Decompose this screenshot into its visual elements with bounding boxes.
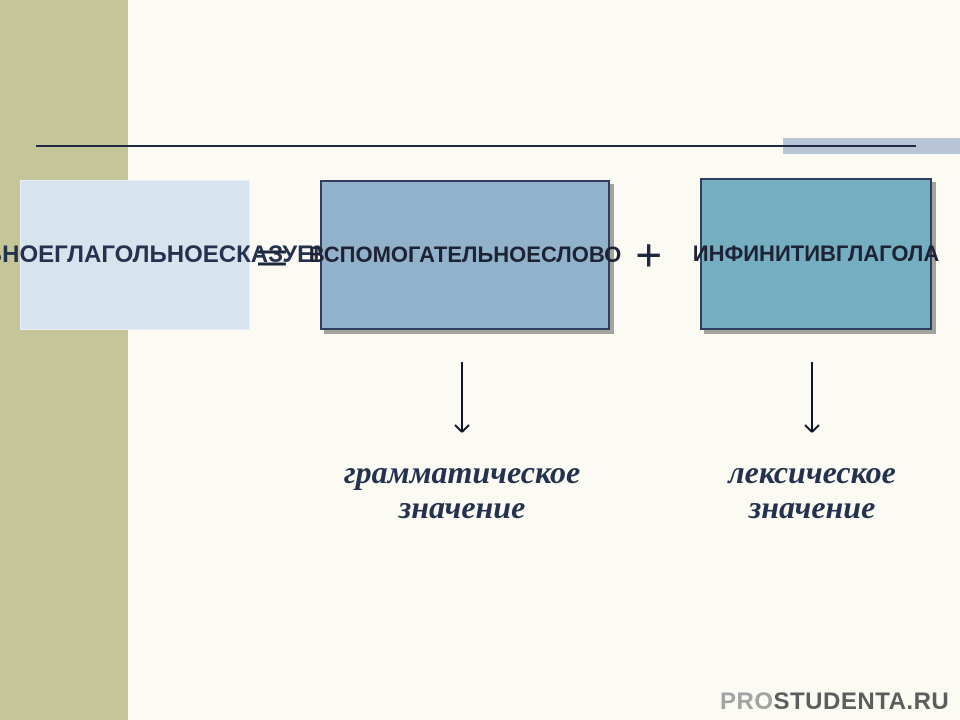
arrow-down-left: [452, 360, 472, 441]
label-line: значение: [292, 490, 632, 525]
box-compound-verbal-predicate: СОСТАВНОЕГЛАГОЛЬНОЕСКАЗУЕМОЕ: [20, 180, 250, 330]
equals-operator: =: [255, 224, 289, 293]
label-line: лексическое: [662, 455, 960, 490]
label-line: значение: [662, 490, 960, 525]
left-sidebar-band: [0, 0, 128, 720]
plus-operator: +: [635, 228, 662, 283]
box-line: СЛОВО: [541, 241, 621, 269]
main-background: [128, 0, 960, 720]
header-rule: [36, 145, 916, 147]
box-infinitive: ИНФИНИТИВГЛАГОЛА: [700, 178, 932, 330]
box-line: СОСТАВНОЕ: [0, 240, 54, 270]
box-line: ГЛАГОЛЬНОЕ: [54, 240, 219, 270]
box-line: ИНФИНИТИВ: [693, 240, 836, 268]
diagram-canvas: СОСТАВНОЕГЛАГОЛЬНОЕСКАЗУЕМОЕ ВСПОМОГАТЕЛ…: [0, 0, 960, 720]
watermark-prefix: PRO: [720, 688, 774, 715]
label-lexical-meaning: лексическоезначение: [662, 455, 960, 525]
label-grammatical-meaning: грамматическоезначение: [292, 455, 632, 525]
box-line: ГЛАГОЛА: [836, 240, 939, 268]
arrow-down-right: [802, 360, 822, 441]
watermark: PROSTUDENTA.RU: [720, 688, 949, 716]
label-line: грамматическое: [292, 455, 632, 490]
watermark-rest: STUDENTA.RU: [774, 688, 950, 715]
box-auxiliary-word: ВСПОМОГАТЕЛЬНОЕСЛОВО: [320, 180, 610, 330]
box-line: ВСПОМОГАТЕЛЬНОЕ: [309, 241, 541, 269]
